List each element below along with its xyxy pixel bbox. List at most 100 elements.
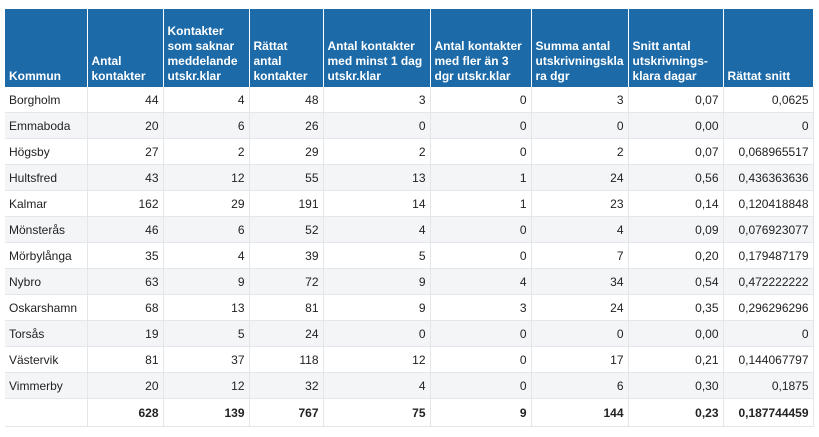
- cell-fler-an-3-dgr: 0: [430, 346, 532, 373]
- cell-fler-an-3-dgr: 4: [430, 268, 532, 295]
- total-minst-1-dag: 75: [323, 398, 431, 427]
- cell-rattat-antal: 118: [249, 346, 324, 373]
- cell-rattat-snitt: 0,0625: [723, 87, 814, 113]
- cell-antal-kontakter: 46: [87, 216, 164, 243]
- cell-minst-1-dag: 9: [323, 294, 431, 321]
- cell-minst-1-dag: 3: [323, 87, 431, 113]
- total-kommun: [5, 398, 88, 427]
- header-rattat-snitt: Rättat snitt: [723, 9, 814, 87]
- header-row: Kommun Antal kontakter Kontakter som sak…: [5, 9, 814, 87]
- cell-fler-an-3-dgr: 0: [430, 320, 532, 347]
- total-snitt-dagar: 0,23: [628, 398, 724, 427]
- cell-kommun: Västervik: [5, 346, 88, 373]
- cell-rattat-antal: 191: [249, 190, 324, 217]
- cell-rattat-snitt: 0,296296296: [723, 294, 814, 321]
- cell-snitt-dagar: 0,09: [628, 216, 724, 243]
- table-row: Mönsterås 46 6 52 4 0 4 0,09 0,076923077: [5, 216, 814, 243]
- header-rattat-antal-kontakter: Rättat antal kontakter: [249, 9, 324, 87]
- cell-fler-an-3-dgr: 0: [430, 242, 532, 269]
- header-kontakter-saknar-meddelande: Kontakter som saknar meddelande utskr.kl…: [163, 9, 250, 87]
- cell-fler-an-3-dgr: 0: [430, 87, 532, 113]
- header-snitt-dagar: Snitt antal utskrivnings-klara dagar: [628, 9, 724, 87]
- cell-rattat-antal: 48: [249, 87, 324, 113]
- report-table: Kommun Antal kontakter Kontakter som sak…: [5, 9, 814, 427]
- cell-minst-1-dag: 0: [323, 112, 431, 139]
- cell-fler-an-3-dgr: 1: [430, 164, 532, 191]
- total-antal-kontakter: 628: [87, 398, 164, 427]
- cell-antal-kontakter: 162: [87, 190, 164, 217]
- cell-summa-dgr: 2: [531, 138, 629, 165]
- cell-summa-dgr: 0: [531, 320, 629, 347]
- cell-saknar-meddelande: 12: [163, 164, 250, 191]
- cell-kommun: Mönsterås: [5, 216, 88, 243]
- cell-snitt-dagar: 0,54: [628, 268, 724, 295]
- cell-saknar-meddelande: 13: [163, 294, 250, 321]
- header-antal-kontakter: Antal kontakter: [87, 9, 164, 87]
- cell-minst-1-dag: 2: [323, 138, 431, 165]
- cell-saknar-meddelande: 9: [163, 268, 250, 295]
- header-fler-an-3-dgr: Antal kontakter med fler än 3 dgr utskr.…: [430, 9, 532, 87]
- cell-snitt-dagar: 0,30: [628, 372, 724, 399]
- total-saknar-meddelande: 139: [163, 398, 250, 427]
- cell-saknar-meddelande: 4: [163, 242, 250, 269]
- cell-saknar-meddelande: 5: [163, 320, 250, 347]
- cell-snitt-dagar: 0,20: [628, 242, 724, 269]
- table-row: Kalmar 162 29 191 14 1 23 0,14 0,120418848: [5, 190, 814, 217]
- cell-antal-kontakter: 44: [87, 87, 164, 113]
- table-row: Borgholm 44 4 48 3 0 3 0,07 0,0625: [5, 87, 814, 113]
- cell-saknar-meddelande: 4: [163, 87, 250, 113]
- cell-kommun: Nybro: [5, 268, 88, 295]
- cell-rattat-antal: 24: [249, 320, 324, 347]
- cell-summa-dgr: 24: [531, 164, 629, 191]
- cell-minst-1-dag: 14: [323, 190, 431, 217]
- cell-minst-1-dag: 4: [323, 216, 431, 243]
- cell-minst-1-dag: 12: [323, 346, 431, 373]
- cell-summa-dgr: 23: [531, 190, 629, 217]
- cell-rattat-snitt: 0: [723, 112, 814, 139]
- cell-antal-kontakter: 81: [87, 346, 164, 373]
- cell-saknar-meddelande: 6: [163, 216, 250, 243]
- cell-rattat-antal: 55: [249, 164, 324, 191]
- cell-antal-kontakter: 43: [87, 164, 164, 191]
- total-rattat-snitt: 0,187744459: [723, 398, 814, 427]
- cell-saknar-meddelande: 2: [163, 138, 250, 165]
- cell-kommun: Borgholm: [5, 87, 88, 113]
- cell-kommun: Högsby: [5, 138, 88, 165]
- cell-kommun: Torsås: [5, 320, 88, 347]
- cell-rattat-antal: 32: [249, 372, 324, 399]
- cell-minst-1-dag: 9: [323, 268, 431, 295]
- table-row: Västervik 81 37 118 12 0 17 0,21 0,144067797: [5, 346, 814, 373]
- cell-snitt-dagar: 0,56: [628, 164, 724, 191]
- table-row: Vimmerby 20 12 32 4 0 6 0,30 0,1875: [5, 372, 814, 399]
- table-row: Nybro 63 9 72 9 4 34 0,54 0,472222222: [5, 268, 814, 295]
- cell-snitt-dagar: 0,14: [628, 190, 724, 217]
- header-minst-1-dag: Antal kontakter med minst 1 dag utskr.kl…: [323, 9, 431, 87]
- cell-summa-dgr: 6: [531, 372, 629, 399]
- total-fler-an-3-dgr: 9: [430, 398, 532, 427]
- cell-snitt-dagar: 0,07: [628, 138, 724, 165]
- cell-rattat-snitt: 0,068965517: [723, 138, 814, 165]
- cell-antal-kontakter: 20: [87, 112, 164, 139]
- cell-kommun: Vimmerby: [5, 372, 88, 399]
- table-row: Torsås 19 5 24 0 0 0 0,00 0: [5, 320, 814, 347]
- cell-kommun: Emmaboda: [5, 112, 88, 139]
- cell-summa-dgr: 7: [531, 242, 629, 269]
- table-body: Borgholm 44 4 48 3 0 3 0,07 0,0625 Emmaboda 20 6 26 0…: [5, 87, 814, 427]
- table-row: Högsby 27 2 29 2 0 2 0,07 0,068965517: [5, 138, 814, 165]
- cell-saknar-meddelande: 6: [163, 112, 250, 139]
- table-row: Emmaboda 20 6 26 0 0 0 0,00 0: [5, 112, 814, 139]
- cell-rattat-antal: 52: [249, 216, 324, 243]
- cell-rattat-snitt: 0,1875: [723, 372, 814, 399]
- cell-antal-kontakter: 20: [87, 372, 164, 399]
- table-row: Mörbylånga 35 4 39 5 0 7 0,20 0,179487179: [5, 242, 814, 269]
- cell-fler-an-3-dgr: 1: [430, 190, 532, 217]
- cell-rattat-antal: 81: [249, 294, 324, 321]
- cell-kommun: Hultsfred: [5, 164, 88, 191]
- cell-snitt-dagar: 0,35: [628, 294, 724, 321]
- cell-minst-1-dag: 4: [323, 372, 431, 399]
- cell-fler-an-3-dgr: 0: [430, 138, 532, 165]
- cell-summa-dgr: 34: [531, 268, 629, 295]
- table-row: Oskarshamn 68 13 81 9 3 24 0,35 0,296296296: [5, 294, 814, 321]
- cell-summa-dgr: 4: [531, 216, 629, 243]
- cell-summa-dgr: 17: [531, 346, 629, 373]
